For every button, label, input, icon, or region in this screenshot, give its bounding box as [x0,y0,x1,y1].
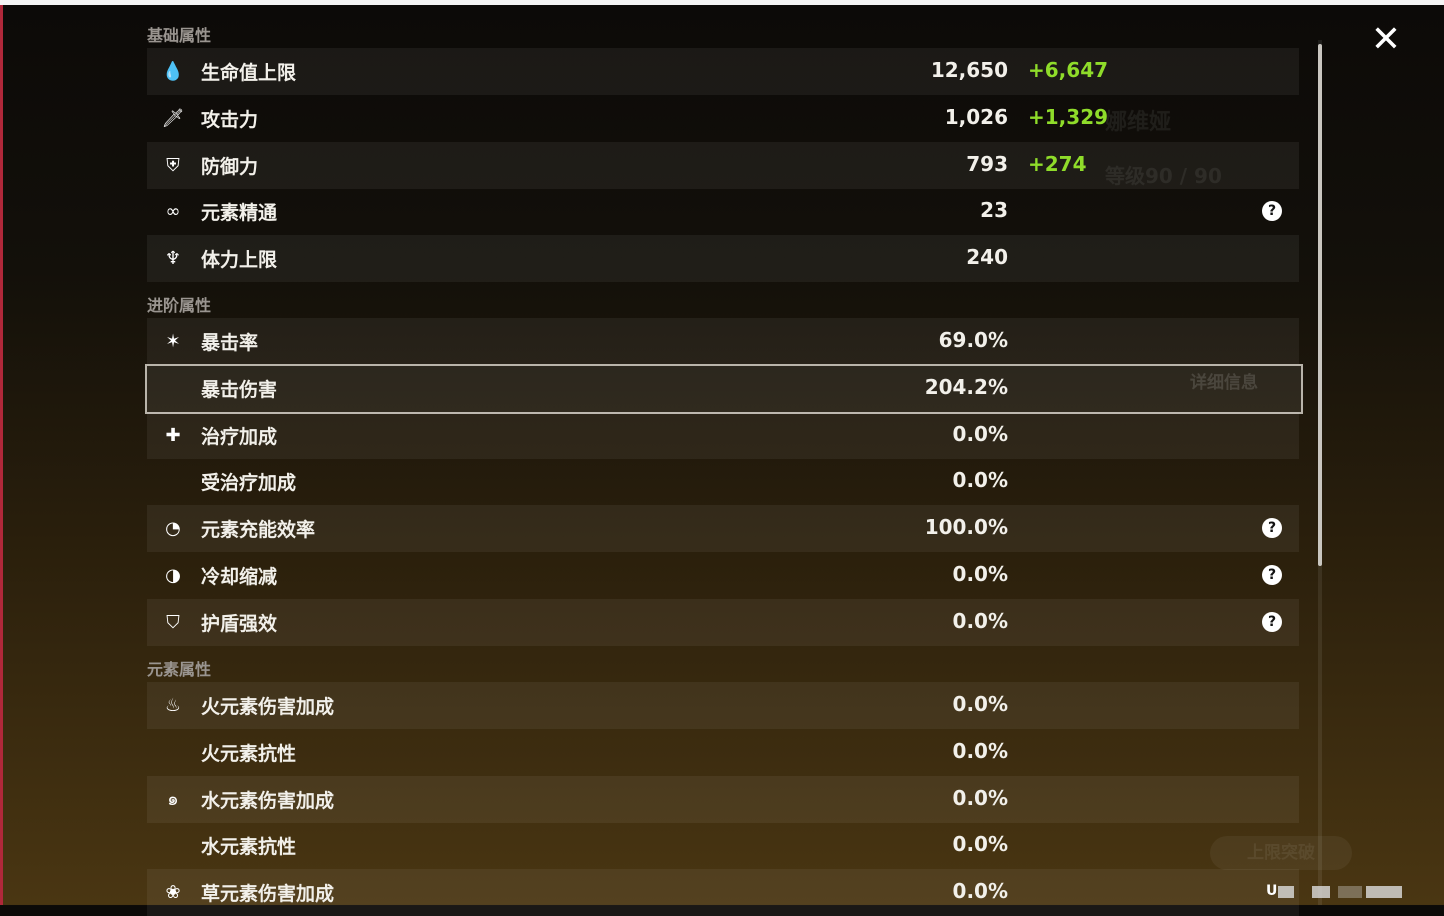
sword-icon: 🗡 [161,107,185,129]
stat-label: 受治疗加成 [201,472,297,495]
stat-label: 防御力 [201,155,259,178]
section-header: 基础属性 [147,26,212,45]
cooldown-icon: ◑ [165,565,181,586]
uid-redacted [1312,886,1330,898]
uid-redacted [1278,886,1294,898]
stat-label: 攻击力 [201,108,259,131]
stat-label: 水元素抗性 [201,836,297,859]
stat-value: 793 [966,151,1008,176]
stat-row[interactable]: ◑ 冷却缩减 0.0%? [147,552,1299,599]
stat-label: 火元素抗性 [201,742,297,765]
ascend-button-background: 上限突破 [1210,836,1352,870]
window-top-band [0,0,1444,5]
stat-label: 治疗加成 [201,425,278,448]
uid-redacted [1338,886,1362,898]
stat-value: 240 [966,245,1008,270]
stat-row[interactable]: ♆ 体力上限 240 [147,235,1299,283]
stat-value: 69.0% [938,328,1008,352]
stat-label: 冷却缩减 [201,566,278,588]
close-icon[interactable]: ✕ [1370,19,1402,60]
healing-cross-icon: ✚ [165,424,181,446]
stat-value: 12,650 [930,58,1008,82]
scrollbar-thumb[interactable] [1318,44,1322,566]
stat-row[interactable]: 💧 生命值上限 12,650 +6,647 [147,48,1299,95]
stat-value: 100.0% [924,515,1008,540]
help-icon[interactable]: ? [1262,201,1282,222]
energy-recharge-icon: ◔ [165,518,181,540]
stamina-icon: ♆ [164,248,182,270]
stat-value: 0.0% [952,692,1008,716]
stat-value: 23 [980,198,1008,223]
help-icon[interactable]: ? [1262,565,1282,585]
stat-row[interactable]: ∞ 元素精通 23? [147,188,1299,235]
stat-row[interactable]: 🗡 攻击力 1,026 +1,329 [147,95,1299,142]
stat-bonus: +274 [1028,151,1087,176]
stat-row[interactable]: ✚ 治疗加成 0.0% [147,411,1299,459]
shield-icon: ⛨ [166,154,180,176]
stat-row[interactable]: ◔ 元素充能效率 100.0%? [147,505,1299,553]
pyro-icon: ♨ [164,695,182,716]
stat-label: 火元素伤害加成 [201,696,335,718]
stat-label: 生命值上限 [201,62,297,84]
hydro-icon: ๑ [167,788,179,810]
stat-bonus: +6,647 [1028,58,1109,82]
stat-value: 0.0% [952,608,1008,633]
uid-label: U [1266,883,1278,899]
stat-label: 体力上限 [201,249,278,272]
character-level-background: 等级90 / 90 [1105,164,1222,188]
selected-row-highlight [145,364,1303,414]
stat-row[interactable]: 受治疗加成 0.0% [147,458,1299,505]
stat-value: 0.0% [952,562,1008,586]
stat-row[interactable]: 暴击伤害 204.2% [147,365,1299,412]
stat-value: 1,026 [944,104,1008,129]
shield-strength-icon: ⛉ [166,611,180,633]
stat-row[interactable]: ✶ 暴击率 69.0% [147,318,1299,365]
character-name-background: 娜维娅 [1105,110,1172,135]
stat-row[interactable]: ❀ 草元素伤害加成 0.0% [147,869,1299,916]
crit-rate-icon: ✶ [165,331,181,352]
stat-row[interactable]: 水元素抗性 0.0% [147,822,1299,869]
stat-label: 暴击伤害 [201,378,278,401]
help-icon[interactable]: ? [1262,518,1282,539]
uid-redacted [1366,886,1402,898]
section-header: 元素属性 [147,660,212,679]
stat-value: 0.0% [952,738,1008,763]
dendro-icon: ❀ [165,882,181,904]
stat-row[interactable]: 火元素抗性 0.0% [147,729,1299,776]
stat-label: 暴击率 [201,332,259,354]
stat-row[interactable]: ⛉ 护盾强效 0.0%? [147,598,1299,646]
details-button-background: 详细信息 [1190,373,1258,393]
stat-row[interactable]: ๑ 水元素伤害加成 0.0% [147,775,1299,823]
stat-label: 护盾强效 [201,612,278,635]
window-edge [0,5,3,905]
section-header: 进阶属性 [147,296,212,315]
elemental-mastery-icon: ∞ [165,201,181,223]
stat-row[interactable]: ⛨ 防御力 793 +274 [147,141,1299,189]
stat-row[interactable]: ♨ 火元素伤害加成 0.0% [147,682,1299,729]
stat-label: 水元素伤害加成 [201,789,335,812]
stat-value: 0.0% [952,468,1008,493]
stat-label: 草元素伤害加成 [201,883,335,906]
stat-value: 0.0% [952,832,1008,857]
stat-value: 0.0% [952,421,1008,446]
help-icon[interactable]: ? [1262,611,1282,632]
stat-value: 0.0% [952,785,1008,810]
stat-value: 0.0% [952,879,1008,904]
stat-label: 元素精通 [201,202,278,225]
stat-label: 元素充能效率 [201,519,316,542]
stat-value: 204.2% [924,374,1008,399]
stat-bonus: +1,329 [1028,104,1109,129]
hp-drop-icon: 💧 [161,61,185,82]
